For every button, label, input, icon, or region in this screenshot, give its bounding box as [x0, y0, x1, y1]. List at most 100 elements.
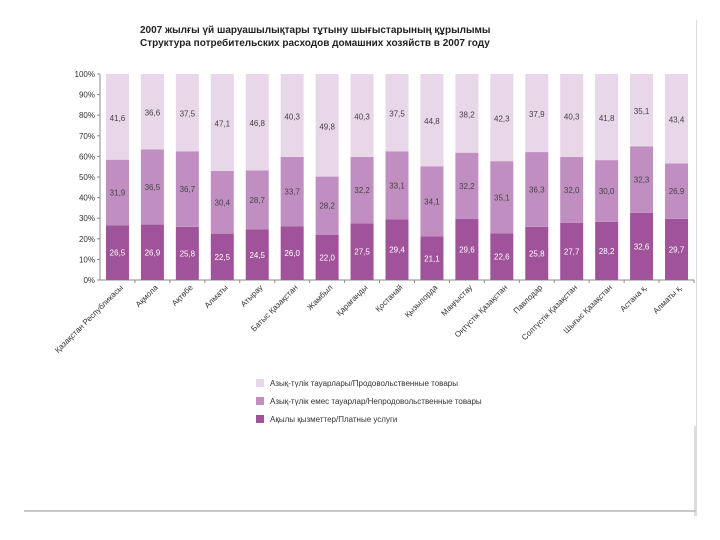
data-label: 40,3 — [284, 113, 300, 122]
bar-segment — [560, 157, 584, 223]
data-label: 36,7 — [180, 185, 196, 194]
bar-segment — [455, 74, 479, 153]
y-tick-label: 0% — [83, 276, 95, 285]
bar-segment — [560, 222, 584, 280]
y-tick-label: 90% — [79, 91, 95, 100]
bar-segment — [560, 74, 584, 158]
bar-segment — [350, 74, 374, 158]
x-category-label: Астана қ. — [618, 283, 649, 314]
data-label: 21,1 — [424, 254, 440, 263]
data-label: 22,0 — [319, 253, 335, 262]
data-label: 24,5 — [249, 251, 265, 260]
bar-segment — [140, 74, 164, 150]
chart-titles: 2007 жылғы үй шаруашылықтары тұтыну шығы… — [140, 24, 600, 50]
data-label: 28,2 — [599, 247, 615, 256]
bar-segment — [280, 157, 304, 227]
data-label: 28,2 — [319, 202, 335, 211]
y-tick-label: 30% — [79, 214, 95, 223]
bar-segment — [105, 74, 129, 160]
data-label: 33,7 — [284, 188, 300, 197]
bar-segment — [315, 234, 339, 280]
data-label: 49,8 — [319, 122, 335, 131]
bar-segment — [665, 218, 689, 280]
chart-title-kazakh: 2007 жылғы үй шаруашылықтары тұтыну шығы… — [140, 25, 491, 36]
y-tick-label: 80% — [79, 111, 95, 120]
data-label: 36,6 — [145, 109, 161, 118]
data-label: 27,7 — [564, 247, 580, 256]
bar-segment — [490, 74, 514, 162]
bar-segment — [630, 146, 654, 213]
bar-segment — [385, 74, 409, 152]
bar-segment — [140, 149, 164, 225]
x-category-label: Қазақстан Республикасы — [53, 283, 125, 355]
chart-title-russian: Структура потребительских расходов домаш… — [140, 38, 490, 49]
bar-segment — [385, 151, 409, 220]
bar-segment — [175, 74, 199, 152]
data-label: 36,5 — [145, 183, 161, 192]
bar-segment — [665, 74, 689, 164]
data-label: 27,5 — [354, 248, 370, 257]
bar-segment — [350, 223, 374, 280]
x-category-label: Атырау — [239, 283, 265, 309]
data-label: 28,7 — [249, 196, 265, 205]
data-label: 34,1 — [424, 197, 440, 206]
x-category-label: Алматы қ. — [651, 283, 684, 316]
bar-segment — [105, 159, 129, 226]
bar-segment — [525, 152, 549, 227]
legend-swatch — [256, 379, 264, 387]
legend-item: Азық-түлік тауарлары/Продовольственные т… — [256, 378, 482, 388]
data-label: 22,6 — [494, 253, 510, 262]
x-category-label: Алматы — [203, 283, 230, 310]
bar-segment — [420, 74, 444, 167]
chart-legend: Азық-түлік тауарлары/Продовольственные т… — [256, 378, 482, 432]
x-category-label: Ақмола — [134, 283, 160, 309]
x-category-label: Ақтөбе — [170, 283, 195, 308]
bar-segment — [420, 236, 444, 280]
data-label: 41,6 — [110, 114, 126, 123]
bar-segment — [245, 74, 269, 171]
bar-segment — [385, 219, 409, 280]
data-label: 26,9 — [669, 187, 685, 196]
y-tick-label: 70% — [79, 132, 95, 141]
data-label: 40,3 — [354, 113, 370, 122]
bar-segment — [175, 226, 199, 280]
data-label: 47,1 — [215, 120, 231, 129]
bar-segment — [525, 226, 549, 280]
bar-segment — [245, 170, 269, 230]
data-label: 25,8 — [529, 249, 545, 258]
data-label: 29,4 — [389, 246, 405, 255]
bar-segment — [350, 157, 374, 224]
y-tick-label: 40% — [79, 194, 95, 203]
data-label: 38,2 — [459, 110, 475, 119]
bar-segment — [175, 151, 199, 227]
data-label: 29,6 — [459, 246, 475, 255]
bar-segment — [315, 176, 339, 235]
data-label: 43,4 — [669, 116, 685, 125]
bar-segment — [595, 160, 619, 222]
bar-segment — [315, 74, 339, 177]
y-tick-label: 100% — [75, 70, 95, 79]
frame-shadow-bottom — [24, 510, 696, 512]
y-tick-label: 10% — [79, 255, 95, 264]
data-label: 46,8 — [249, 119, 265, 128]
bar-segment — [525, 74, 549, 153]
data-label: 37,9 — [529, 110, 545, 119]
data-label: 35,1 — [494, 193, 510, 202]
legend-item: Азық-түлік емес тауарлар/Непродовольстве… — [256, 396, 482, 406]
bar-segment — [280, 74, 304, 158]
data-label: 32,0 — [564, 186, 580, 195]
data-label: 29,7 — [669, 245, 685, 254]
data-label: 26,9 — [145, 248, 161, 257]
x-category-label: Қызылорда — [403, 283, 440, 320]
bar-segment — [490, 161, 514, 234]
data-label: 33,1 — [389, 181, 405, 190]
data-label: 30,4 — [215, 198, 231, 207]
legend-label: Ақылы қызметтер/Платные услуги — [270, 414, 398, 424]
x-category-label: Жамбыл — [305, 283, 334, 312]
data-label: 30,0 — [599, 187, 615, 196]
x-category-label: Қостанай — [374, 283, 405, 314]
data-label: 40,3 — [564, 113, 580, 122]
bar-segment — [630, 74, 654, 147]
bar-segment — [665, 163, 689, 219]
bar-segment — [280, 226, 304, 280]
